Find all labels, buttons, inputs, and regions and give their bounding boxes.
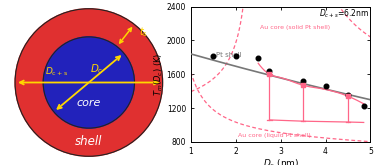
Point (266, 73, 273, 76)
Point (345, 95, 351, 98)
Circle shape (43, 37, 135, 128)
Point (361, 104, 367, 107)
Text: Au core (liquid Pt shell): Au core (liquid Pt shell) (238, 133, 311, 138)
Text: $D_{c+s}$=6.2nm: $D_{c+s}$=6.2nm (319, 7, 370, 20)
Y-axis label: $T_m(D_c)$ (K): $T_m(D_c)$ (K) (153, 52, 165, 96)
Text: Au core (solid Pt shell): Au core (solid Pt shell) (260, 25, 331, 30)
Text: $t_\mathrm{s}$: $t_\mathrm{s}$ (139, 26, 148, 39)
Text: core: core (77, 98, 101, 108)
Text: shell: shell (75, 135, 102, 148)
X-axis label: $D_c$ (nm): $D_c$ (nm) (263, 157, 299, 165)
Point (233, 55, 239, 58)
Point (322, 85, 328, 87)
Text: Pt shell: Pt shell (215, 52, 241, 58)
Point (300, 84, 306, 87)
Point (210, 54, 216, 57)
Text: $D_\mathrm{c}$: $D_\mathrm{c}$ (90, 62, 103, 76)
Point (266, 69, 273, 72)
Point (345, 94, 351, 97)
Point (300, 80, 306, 82)
Text: $D_\mathrm{c+s}$: $D_\mathrm{c+s}$ (45, 66, 68, 78)
Point (255, 57, 261, 60)
Circle shape (15, 9, 163, 156)
